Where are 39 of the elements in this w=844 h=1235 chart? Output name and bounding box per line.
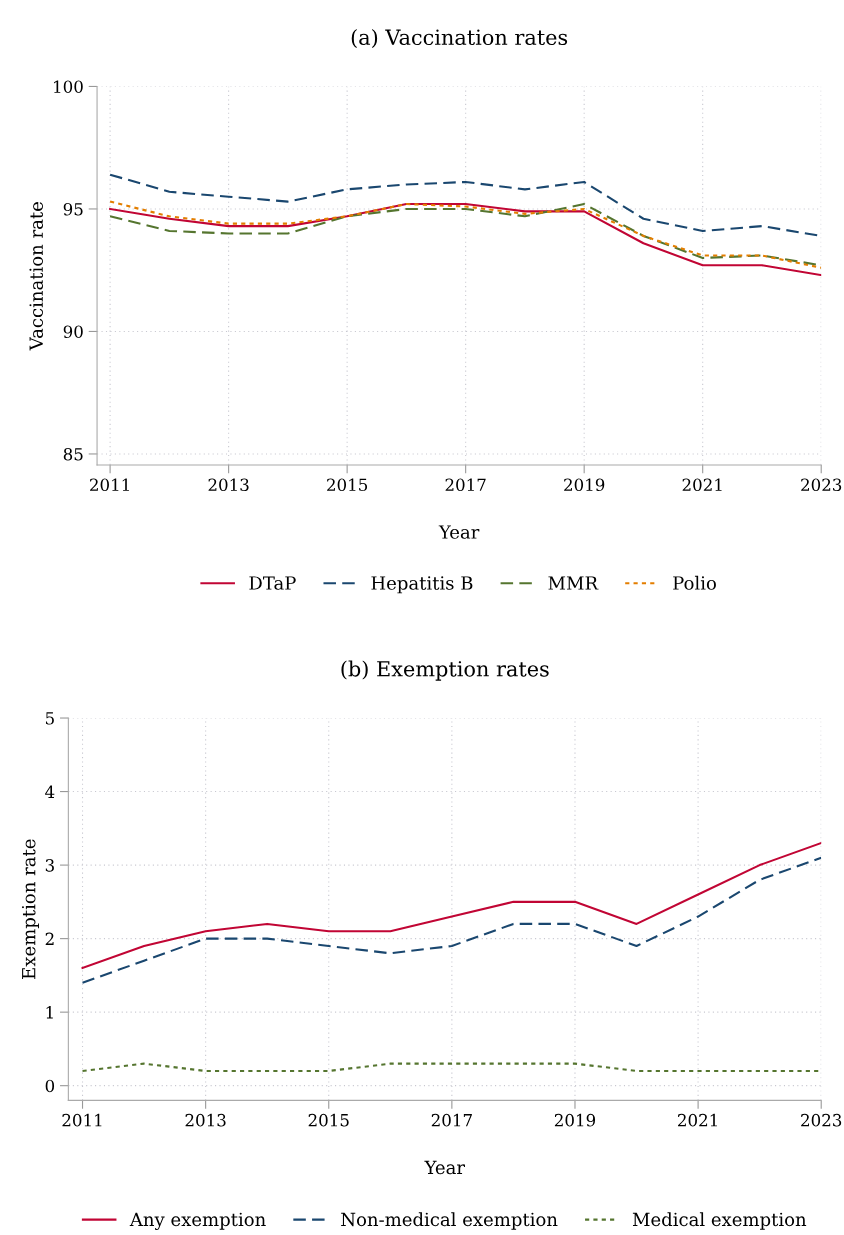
y-tick-label: 5 <box>45 712 54 725</box>
x-tick-label: 2017 <box>445 478 486 492</box>
y-axis-title: Vaccination rate <box>29 202 43 351</box>
y-tick-label: 4 <box>45 785 55 798</box>
x-tick-label: 2013 <box>208 478 249 492</box>
legend-label: Any exemption <box>129 1212 266 1230</box>
legend-label: DTaP <box>249 576 296 590</box>
y-tick-label: 1 <box>46 1006 53 1019</box>
chart-title: (b) Exemption rates <box>341 660 549 681</box>
y-tick-label: 85 <box>63 447 83 461</box>
legend-label: Non-medical exemption <box>341 1212 558 1230</box>
x-tick-label: 2015 <box>308 1113 349 1127</box>
x-tick-label: 2019 <box>564 478 605 492</box>
y-tick-label: 3 <box>45 859 54 872</box>
y-tick-label: 90 <box>63 325 83 339</box>
y-tick-label: 100 <box>54 80 83 94</box>
x-tick-label: 2019 <box>554 1113 596 1127</box>
legend-label: MMR <box>548 576 599 590</box>
y-tick-label: 95 <box>63 202 83 216</box>
legend-label: Hepatitis B <box>371 576 473 594</box>
x-tick-label: 2011 <box>62 1113 102 1127</box>
x-tick-label: 2021 <box>678 1113 717 1127</box>
y-tick-label: 0 <box>45 1079 55 1093</box>
x-tick-label: 2023 <box>801 1113 842 1127</box>
y-axis-title: Exemption rate <box>21 839 40 979</box>
x-tick-label: 2017 <box>431 1113 472 1127</box>
x-axis-title: Year <box>424 1160 465 1175</box>
x-axis-title: Year <box>438 525 480 539</box>
x-tick-label: 2021 <box>682 478 722 492</box>
line-series <box>81 856 822 984</box>
x-tick-label: 2011 <box>90 478 129 492</box>
chart-title: (a) Vaccination rates <box>351 28 568 49</box>
x-tick-label: 2015 <box>327 478 368 492</box>
legend-label: Polio <box>673 575 716 590</box>
line-series <box>81 841 822 970</box>
x-tick-label: 2013 <box>185 1113 226 1127</box>
y-tick-label: 2 <box>45 932 54 945</box>
legend-label: Medical exemption <box>632 1212 807 1230</box>
x-tick-label: 2023 <box>801 478 842 492</box>
